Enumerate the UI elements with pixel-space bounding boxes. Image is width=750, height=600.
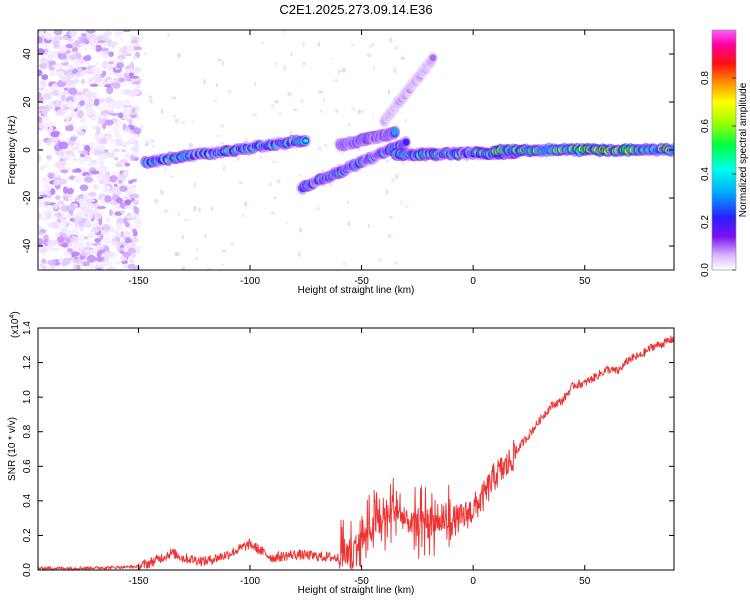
snr-scale-close: ) (10, 311, 21, 314)
snr-frame (37, 327, 675, 571)
x-tick-label: 0 (470, 576, 476, 587)
spectrogram-x-axis-title: Height of straight line (km) (298, 285, 415, 296)
y-tick-label: 0.4 (22, 493, 33, 507)
x-tick-label: -50 (354, 576, 369, 587)
y-tick-label: 20 (22, 96, 33, 108)
snr-ticks: -150 -100 -50 0 50 0.0 0.2 0.4 0.6 0.8 1.0 1.2 1.4 (22, 321, 674, 587)
y-tick-label: 1.0 (22, 390, 33, 404)
snr-plot-area (38, 328, 674, 570)
y-tick-label: 1.2 (22, 355, 33, 369)
colorbar: 0.0 0.2 0.4 0.6 0.8 Normalized spectral ampl… (700, 29, 749, 277)
y-tick-label: 0 (22, 147, 33, 153)
y-tick-label: 40 (22, 48, 33, 60)
colorbar-tick-label: 0.0 (700, 263, 711, 277)
y-tick-label: 0.0 (22, 563, 33, 577)
y-tick-label: 0.8 (22, 424, 33, 438)
y-tick-label: 1.4 (22, 321, 33, 335)
spectrogram-y-axis-title: Frequency (Hz) (7, 116, 18, 185)
spectrogram-ticks: -150 -100 -50 0 50 -40 -20 0 20 40 (22, 30, 674, 287)
x-tick-label: 0 (470, 276, 476, 287)
x-tick-label: -100 (240, 276, 260, 287)
colorbar-tick-label: 0.2 (700, 215, 711, 229)
x-tick-label: 50 (579, 576, 591, 587)
spectral-feature (490, 142, 674, 158)
y-tick-label: -40 (22, 238, 33, 253)
snr-y-axis-title: SNR (10 * v/v) (7, 417, 18, 481)
spectrogram-heatmap (38, 30, 674, 270)
spectrogram-panel: -150 -100 -50 0 50 -40 -20 0 20 40 Height of stra… (7, 29, 675, 296)
colorbar-title: Normalized spectral amplitude (738, 82, 749, 217)
x-tick-label: -150 (128, 576, 148, 587)
snr-x-axis-title: Height of straight line (km) (298, 585, 415, 596)
snr-line (38, 335, 674, 570)
spectral-feature (378, 51, 438, 128)
colorbar-tick-label: 0.4 (700, 167, 711, 181)
colorbar-gradient (712, 30, 736, 270)
x-tick-label: -150 (128, 276, 148, 287)
x-tick-label: -100 (240, 576, 260, 587)
snr-series (38, 335, 674, 570)
chart-title: C2E1.2025.273.09.14.E36 (279, 2, 432, 17)
snr-panel: -150 -100 -50 0 50 0.0 0.2 0.4 0.6 0.8 1.0 1.2 1.4 H… (7, 311, 675, 596)
spectral-feature (140, 134, 311, 169)
colorbar-frame (711, 29, 737, 271)
spectral-feature (296, 136, 412, 195)
colorbar-tick-label: 0.8 (700, 71, 711, 85)
svg-text:(x104): (x104) (9, 311, 21, 338)
colorbar-ticks: 0.0 0.2 0.4 0.6 0.8 (700, 71, 736, 277)
x-tick-label: -50 (354, 276, 369, 287)
x-tick-label: 50 (579, 276, 591, 287)
snr-scale-prefix: (x10 (10, 318, 21, 338)
colorbar-tick-label: 0.6 (700, 119, 711, 133)
snr-scale-note: (x104) (9, 311, 21, 338)
y-tick-label: 0.6 (22, 459, 33, 473)
y-tick-label: 0.2 (22, 528, 33, 542)
spectral-feature (334, 125, 401, 152)
snr-scale-exponent: 4 (9, 315, 16, 319)
y-tick-label: -20 (22, 190, 33, 205)
